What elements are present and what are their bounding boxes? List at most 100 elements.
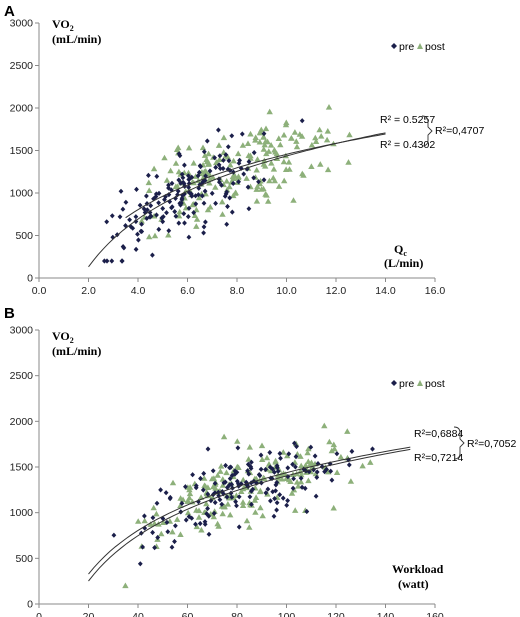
point-post bbox=[251, 497, 259, 503]
point-pre bbox=[236, 494, 242, 500]
point-pre bbox=[102, 258, 107, 264]
point-post bbox=[158, 530, 165, 537]
point-pre bbox=[227, 195, 233, 201]
point-pre bbox=[293, 454, 299, 460]
point-pre bbox=[257, 473, 263, 479]
point-post bbox=[272, 459, 279, 465]
point-pre bbox=[312, 453, 318, 459]
point-pre bbox=[182, 220, 187, 226]
point-post bbox=[238, 488, 245, 494]
point-post bbox=[216, 156, 223, 162]
legend-label-post: post bbox=[425, 41, 445, 53]
point-pre bbox=[150, 515, 156, 521]
point-pre bbox=[261, 131, 267, 137]
point-post bbox=[298, 462, 305, 469]
point-post bbox=[312, 138, 320, 144]
point-pre bbox=[120, 206, 126, 212]
point-post bbox=[239, 142, 247, 148]
point-pre bbox=[346, 462, 352, 468]
point-post bbox=[212, 184, 219, 190]
point-post bbox=[257, 504, 264, 511]
point-post bbox=[280, 158, 288, 165]
x-tick-label: 2.0 bbox=[81, 285, 96, 297]
point-post bbox=[184, 498, 191, 504]
point-post bbox=[305, 445, 312, 452]
point-pre bbox=[221, 157, 226, 163]
point-post bbox=[326, 438, 333, 445]
point-pre bbox=[142, 513, 147, 519]
panel-b-x-label: Workload bbox=[392, 562, 444, 576]
point-post bbox=[330, 504, 337, 511]
point-pre bbox=[109, 213, 115, 219]
panel-a-r2-combined: R²=0,4707 bbox=[435, 125, 484, 137]
point-pre bbox=[224, 494, 230, 500]
point-pre bbox=[179, 195, 185, 201]
legend-marker-post bbox=[417, 43, 423, 49]
point-post bbox=[293, 138, 300, 144]
point-pre bbox=[250, 486, 256, 492]
point-pre bbox=[221, 491, 226, 497]
point-pre bbox=[241, 171, 247, 177]
point-pre bbox=[315, 461, 321, 467]
point-pre bbox=[274, 507, 279, 513]
point-pre bbox=[229, 133, 235, 139]
y-tick-label: 1000 bbox=[10, 507, 34, 519]
point-pre bbox=[176, 177, 182, 183]
point-pre bbox=[156, 226, 162, 233]
point-pre bbox=[201, 200, 207, 206]
point-pre bbox=[152, 545, 157, 551]
point-pre bbox=[202, 519, 208, 525]
point-pre bbox=[189, 193, 195, 199]
point-post bbox=[219, 198, 226, 205]
legend-marker-post bbox=[417, 380, 423, 386]
panel-a-axes: 0 500 1000 1500 2000 2500 3000 0.0 2.0 4.0 6.0 8.0 1… bbox=[10, 18, 446, 298]
x-tick-label: 12.0 bbox=[326, 285, 347, 297]
point-pre bbox=[185, 214, 191, 220]
point-pre bbox=[148, 203, 154, 209]
point-post bbox=[191, 212, 199, 218]
x-tick-label: 140 bbox=[377, 611, 395, 617]
point-post bbox=[135, 518, 142, 524]
point-post bbox=[254, 183, 261, 190]
point-pre bbox=[238, 481, 244, 487]
point-post bbox=[206, 175, 213, 182]
point-pre bbox=[166, 182, 171, 188]
point-pre bbox=[223, 152, 229, 158]
panel-b-r2-post: R²=0,6884 bbox=[414, 428, 463, 440]
point-pre bbox=[322, 469, 327, 475]
point-pre bbox=[166, 228, 172, 234]
point-post bbox=[195, 514, 203, 520]
point-post bbox=[177, 502, 184, 508]
point-post bbox=[308, 163, 315, 169]
point-post bbox=[227, 161, 234, 168]
point-pre bbox=[191, 210, 197, 216]
point-pre bbox=[189, 174, 195, 180]
point-pre bbox=[236, 524, 242, 530]
point-post bbox=[150, 504, 157, 511]
point-pre bbox=[204, 511, 210, 517]
point-post bbox=[232, 190, 239, 196]
point-pre bbox=[198, 475, 203, 482]
point-pre bbox=[313, 493, 319, 499]
point-pre bbox=[349, 448, 355, 454]
point-post bbox=[153, 510, 160, 517]
point-pre bbox=[138, 228, 144, 234]
y-tick-label: 2000 bbox=[10, 103, 34, 115]
point-pre bbox=[155, 534, 161, 541]
point-post bbox=[176, 208, 183, 215]
point-pre bbox=[243, 479, 249, 485]
point-pre bbox=[158, 487, 163, 493]
panel-b-bracket bbox=[453, 426, 465, 460]
point-pre bbox=[278, 455, 283, 461]
point-post bbox=[337, 453, 345, 460]
point-pre bbox=[160, 219, 166, 225]
point-pre bbox=[137, 561, 143, 567]
point-pre bbox=[216, 493, 222, 499]
x-tick-label: 160 bbox=[426, 611, 444, 617]
point-post bbox=[203, 158, 211, 165]
point-pre bbox=[154, 500, 160, 506]
point-pre bbox=[229, 472, 235, 478]
point-pre bbox=[216, 127, 221, 133]
point-pre bbox=[268, 498, 273, 504]
point-pre bbox=[136, 237, 141, 243]
